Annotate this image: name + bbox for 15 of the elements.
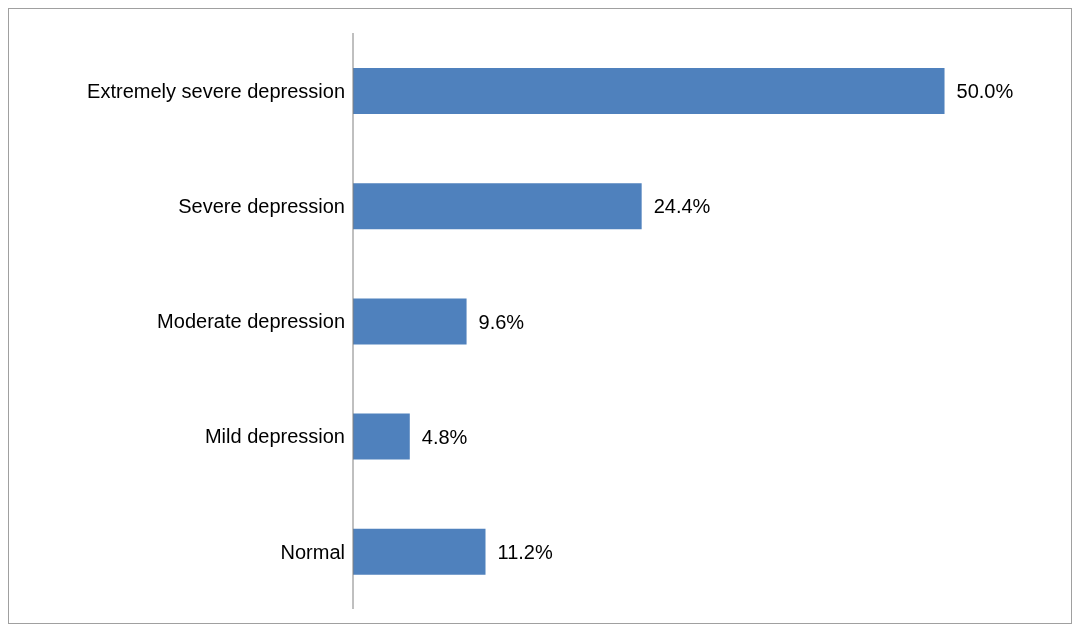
y-tick-label: Moderate depression [157, 310, 345, 333]
y-tick-label: Severe depression [178, 194, 345, 217]
data-label: 11.2% [497, 540, 553, 563]
y-tick-label: Normal [280, 540, 345, 563]
bar [353, 413, 410, 460]
bar [353, 298, 467, 345]
data-label: 24.4% [653, 195, 711, 218]
bar [353, 183, 642, 230]
y-tick-label: Mild depression [204, 425, 345, 448]
bar [353, 528, 486, 575]
y-tick-label: Extremely severe depression [87, 79, 345, 102]
data-label: 50.0% [956, 80, 1014, 103]
bar [353, 68, 945, 114]
data-label: 9.6% [478, 310, 525, 333]
data-label: 4.8% [421, 425, 468, 448]
